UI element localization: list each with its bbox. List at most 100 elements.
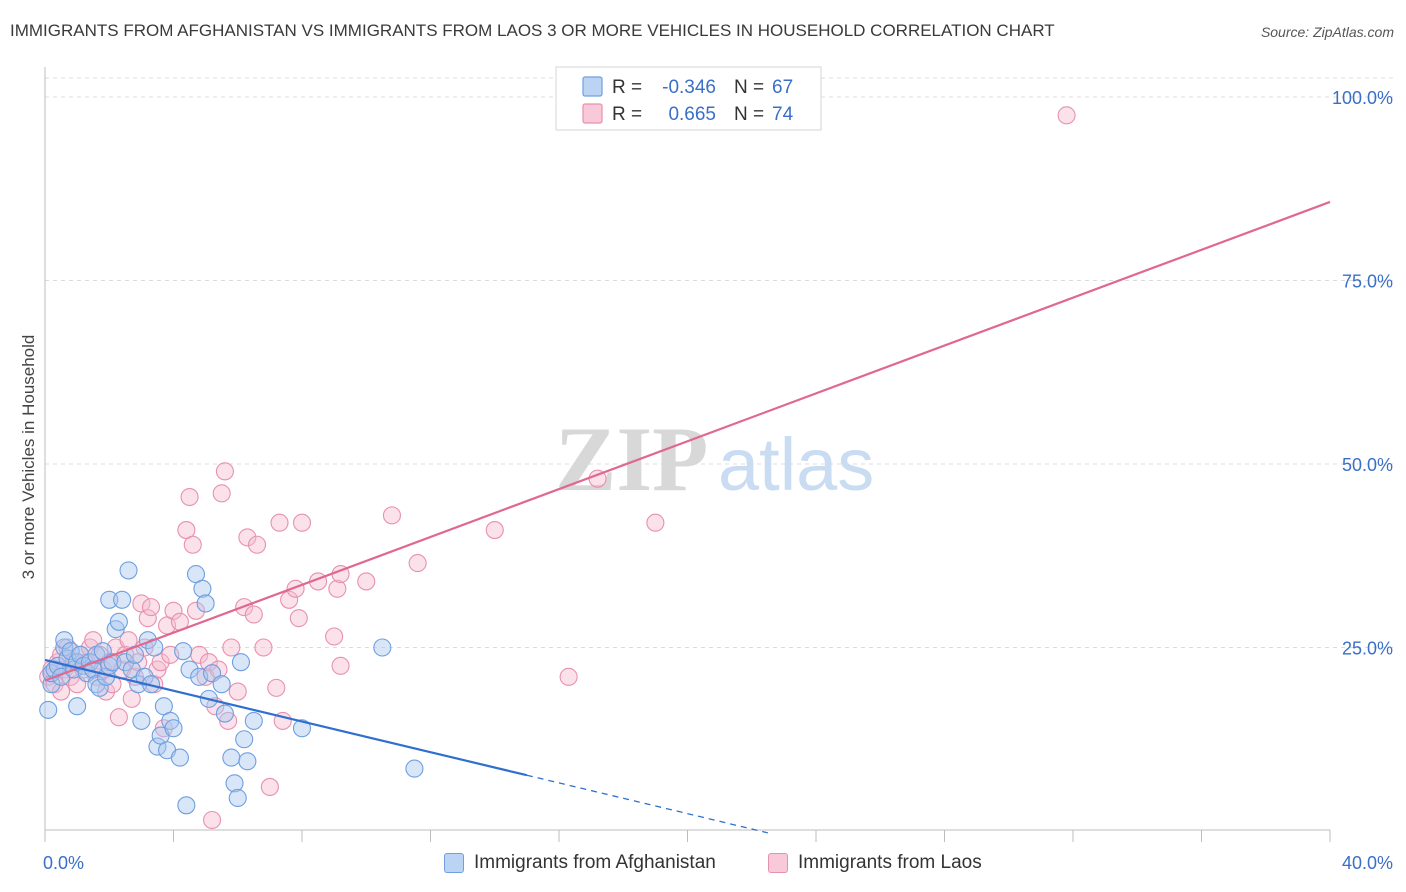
point-laos bbox=[138, 609, 157, 628]
point-afghanistan bbox=[235, 730, 254, 749]
stats-r-value-laos: 0.665 bbox=[668, 104, 716, 125]
point-afghanistan bbox=[373, 638, 392, 657]
point-laos bbox=[260, 777, 279, 797]
point-afghanistan bbox=[170, 748, 189, 767]
point-afghanistan bbox=[180, 660, 199, 679]
y-axis-label: 3 or more Vehicles in Household bbox=[19, 335, 38, 580]
stats-n-value-laos: 74 bbox=[772, 104, 794, 125]
point-laos bbox=[215, 462, 234, 481]
point-laos bbox=[325, 627, 344, 646]
chart-title: IMMIGRANTS FROM AFGHANISTAN VS IMMIGRANT… bbox=[10, 21, 1055, 40]
point-afghanistan bbox=[244, 711, 263, 730]
point-laos bbox=[292, 513, 312, 532]
point-laos bbox=[254, 638, 273, 657]
point-afghanistan bbox=[405, 759, 424, 778]
point-laos bbox=[183, 535, 202, 554]
point-afghanistan bbox=[196, 594, 215, 613]
point-laos bbox=[267, 678, 286, 697]
source-credit: Source: ZipAtlas.com bbox=[1260, 24, 1394, 40]
point-afghanistan bbox=[109, 612, 128, 631]
point-afghanistan bbox=[132, 711, 151, 730]
point-laos bbox=[228, 682, 247, 701]
watermark-zip: ZIP bbox=[555, 408, 708, 510]
point-afghanistan bbox=[100, 590, 119, 609]
point-laos bbox=[109, 708, 128, 727]
point-laos bbox=[212, 484, 231, 503]
point-afghanistan bbox=[113, 590, 132, 609]
stats-r-label-laos: R = bbox=[612, 104, 642, 125]
point-laos bbox=[328, 579, 347, 598]
point-afghanistan bbox=[90, 678, 109, 697]
trendline-afghanistan bbox=[44, 658, 528, 777]
point-afghanistan bbox=[68, 697, 87, 716]
legend-swatch-afghanistan bbox=[444, 853, 464, 873]
point-afghanistan bbox=[222, 748, 241, 767]
point-afghanistan bbox=[135, 667, 154, 686]
point-afghanistan bbox=[238, 752, 257, 771]
point-afghanistan bbox=[231, 653, 251, 672]
point-laos bbox=[164, 601, 183, 620]
legend-label-laos: Immigrants from Laos bbox=[798, 852, 982, 873]
point-laos bbox=[357, 572, 376, 591]
point-laos bbox=[1057, 106, 1076, 125]
point-afghanistan bbox=[116, 653, 135, 672]
point-laos bbox=[270, 513, 289, 532]
point-laos bbox=[646, 513, 665, 532]
point-afghanistan bbox=[193, 579, 212, 598]
point-afghanistan bbox=[177, 796, 196, 815]
watermark-atlas: atlas bbox=[718, 423, 874, 506]
y-tick-label: 25.0% bbox=[1342, 639, 1393, 659]
stats-n-label-laos: N = bbox=[734, 104, 764, 125]
point-laos bbox=[199, 653, 218, 672]
point-afghanistan bbox=[215, 704, 234, 723]
stats-legend: R = -0.346 N = 67 R = 0.665 N = 74 bbox=[555, 66, 822, 131]
legend-item-laos: Immigrants from Laos bbox=[768, 852, 982, 874]
point-laos bbox=[247, 535, 267, 554]
watermark: ZIP atlas bbox=[555, 408, 874, 510]
point-laos bbox=[280, 590, 299, 609]
stats-n-label-afghanistan: N = bbox=[734, 77, 764, 98]
grid-layer bbox=[45, 77, 1393, 648]
legend-swatch-laos bbox=[768, 853, 788, 873]
stats-r-value-afghanistan: -0.346 bbox=[662, 77, 716, 98]
point-afghanistan bbox=[55, 631, 74, 650]
point-afghanistan bbox=[148, 737, 167, 756]
trendline-laos bbox=[44, 200, 1331, 682]
y-tick-label: 75.0% bbox=[1342, 272, 1393, 292]
stats-r-label-afghanistan: R = bbox=[612, 77, 642, 98]
stats-n-value-afghanistan: 67 bbox=[772, 77, 793, 98]
point-laos bbox=[559, 667, 578, 686]
point-afghanistan bbox=[174, 642, 193, 661]
point-afghanistan bbox=[292, 719, 312, 738]
bottom-legend: Immigrants from Afghanistan Immigrants f… bbox=[0, 852, 1406, 878]
point-laos bbox=[244, 605, 263, 624]
legend-item-afghanistan: Immigrants from Afghanistan bbox=[444, 852, 716, 874]
y-tick-label: 100.0% bbox=[1332, 88, 1393, 108]
x-tick-label: 0.0% bbox=[43, 853, 84, 873]
trend-layer bbox=[44, 200, 1331, 834]
point-laos bbox=[408, 554, 427, 573]
point-afghanistan bbox=[212, 675, 231, 694]
point-laos bbox=[485, 521, 504, 540]
legend-label-afghanistan: Immigrants from Afghanistan bbox=[474, 852, 716, 873]
axis-layer bbox=[44, 67, 1331, 842]
point-laos bbox=[141, 598, 161, 617]
y-tick-label: 50.0% bbox=[1342, 455, 1393, 475]
point-afghanistan bbox=[71, 645, 90, 664]
point-laos bbox=[203, 810, 222, 830]
point-laos bbox=[52, 682, 71, 701]
point-laos bbox=[186, 601, 206, 620]
stats-swatch-laos bbox=[582, 103, 603, 124]
point-laos bbox=[222, 638, 241, 657]
point-afghanistan bbox=[119, 561, 138, 580]
point-afghanistan bbox=[39, 700, 58, 719]
tick-label-layer: 100.0% 75.0% 50.0% 25.0% 0.0% 40.0% bbox=[43, 88, 1393, 873]
point-laos bbox=[382, 506, 402, 525]
point-afghanistan bbox=[225, 774, 244, 793]
stats-swatch-afghanistan bbox=[582, 76, 603, 97]
point-laos bbox=[238, 528, 257, 547]
point-afghanistan bbox=[61, 642, 80, 661]
point-laos bbox=[289, 609, 308, 628]
point-laos bbox=[331, 656, 350, 675]
